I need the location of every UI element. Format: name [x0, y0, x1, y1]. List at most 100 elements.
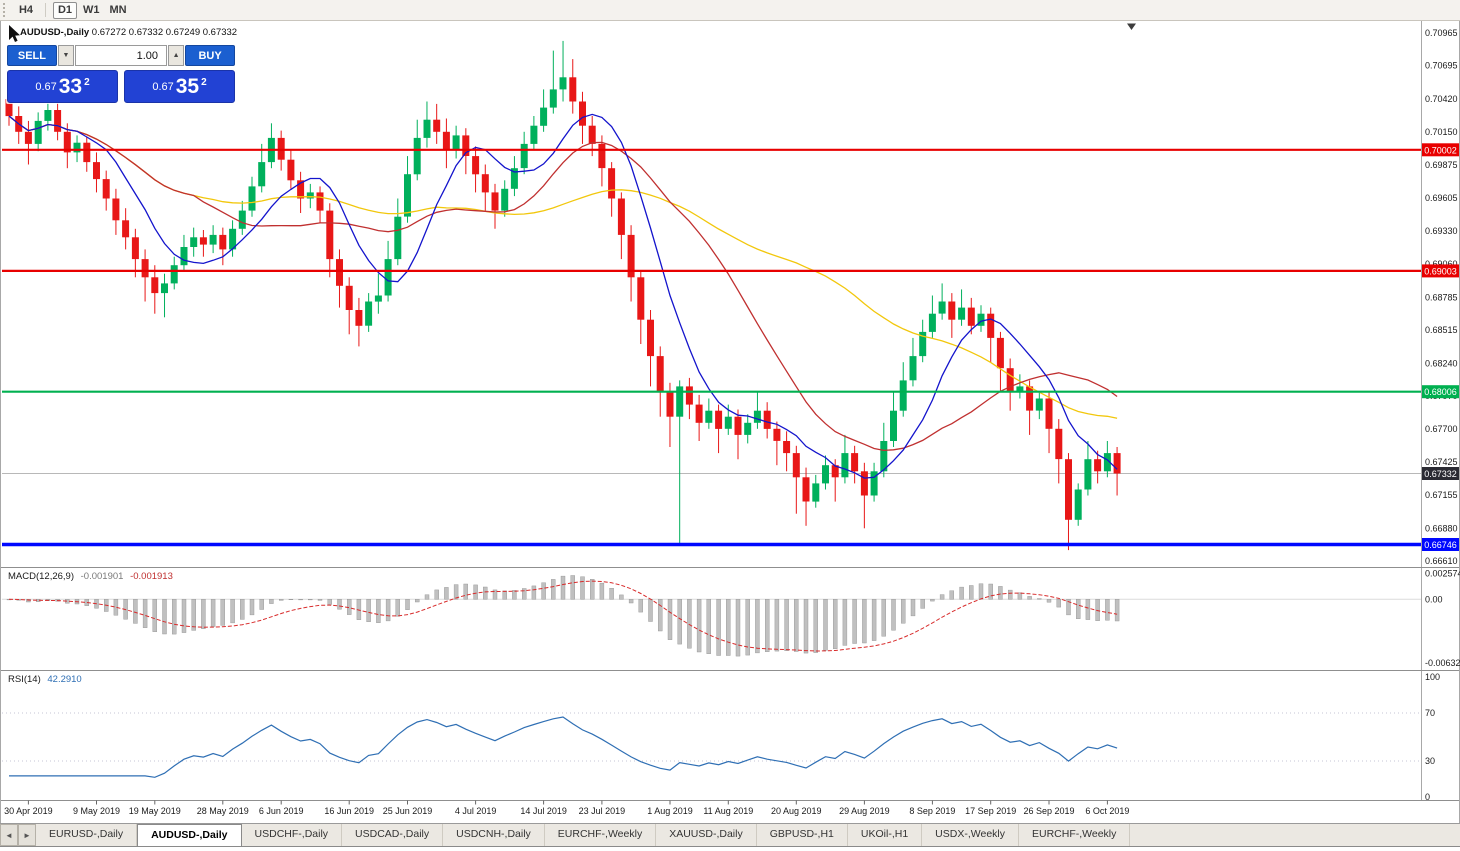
chart-symbol-label: AUDUSD-,Daily — [20, 27, 90, 38]
svg-text:100: 100 — [1425, 672, 1440, 682]
tab-audusd-daily[interactable]: AUDUSD-,Daily — [137, 824, 242, 846]
chart-ohlc-values: 0.67272 0.67332 0.67249 0.67332 — [91, 27, 238, 38]
ma-8-line — [8, 113, 1118, 479]
svg-text:0.70420: 0.70420 — [1425, 94, 1458, 104]
candles-layer — [5, 40, 1121, 551]
one-click-trading-panel: SELL ▼ ▲ BUY 0.67 33 2 0.67 35 2 — [6, 44, 236, 104]
tab-usdx-weekly[interactable]: USDX-,Weekly — [922, 824, 1019, 846]
toolbar-separator — [45, 3, 46, 17]
time-axis[interactable]: 30 Apr 2019 9 May 2019 19 May 2019 28 May 2… — [4, 800, 1129, 817]
toolbar: H4 D1 W1 MN — [0, 0, 1460, 21]
rsi-name: RSI(14) — [8, 674, 41, 685]
tabs-scroll-left-button[interactable]: ◄ — [0, 824, 18, 846]
tab-eurusd-daily[interactable]: EURUSD-,Daily — [36, 824, 138, 846]
buy-button[interactable]: BUY — [185, 45, 235, 66]
chart-tabs-bar: ◄ ► EURUSD-,Daily AUDUSD-,Daily USDCHF-,Da… — [0, 823, 1460, 846]
period-button-mn[interactable]: MN — [106, 2, 131, 19]
buy-price-big: 35 — [175, 75, 200, 98]
svg-text:0.69330: 0.69330 — [1425, 226, 1458, 236]
svg-text:0.70695: 0.70695 — [1425, 61, 1458, 71]
svg-text:0.66610: 0.66610 — [1425, 556, 1458, 566]
volume-increase-button[interactable]: ▲ — [168, 45, 185, 66]
svg-text:19 May 2019: 19 May 2019 — [129, 806, 181, 816]
volume-input[interactable] — [75, 45, 167, 66]
svg-text:0.67332: 0.67332 — [1424, 469, 1457, 479]
sell-button[interactable]: SELL — [7, 45, 57, 66]
svg-text:0.00: 0.00 — [1425, 594, 1443, 604]
svg-text:0.69060: 0.69060 — [1425, 259, 1458, 269]
svg-text:6 Oct 2019: 6 Oct 2019 — [1085, 806, 1129, 816]
svg-text:0.68006: 0.68006 — [1424, 387, 1457, 397]
svg-text:0.70150: 0.70150 — [1425, 127, 1458, 137]
price-badge-0.69003: 0.69003 — [1422, 264, 1459, 278]
rsi-panel: 100 70 30 0 — [2, 672, 1440, 802]
svg-text:17 Sep 2019: 17 Sep 2019 — [965, 806, 1016, 816]
buy-price-prefix: 0.67 — [152, 80, 174, 93]
period-button-d1[interactable]: D1 — [53, 1, 77, 19]
macd-panel: 0.002574 0.00 -0.006326 — [2, 568, 1460, 668]
sell-price-prefix: 0.67 — [35, 80, 57, 93]
macd-signal-line — [8, 580, 1118, 652]
ma-20-line — [8, 115, 1118, 452]
rsi-value: 42.2910 — [47, 674, 82, 685]
main-price-panel — [2, 40, 1421, 551]
period-toolbar: H4 D1 W1 MN — [14, 1, 131, 19]
price-badge-0.66746: 0.66746 — [1422, 538, 1459, 551]
svg-text:8 Sep 2019: 8 Sep 2019 — [909, 806, 955, 816]
volume-decrease-button[interactable]: ▼ — [57, 45, 74, 66]
svg-text:70: 70 — [1425, 708, 1435, 718]
period-button-h4[interactable]: H4 — [14, 2, 38, 19]
svg-text:0.67700: 0.67700 — [1425, 424, 1458, 434]
chart-shift-marker[interactable] — [1127, 23, 1136, 31]
svg-text:0.68240: 0.68240 — [1425, 358, 1458, 368]
price-badge-0.67332: 0.67332 — [1422, 467, 1459, 480]
svg-text:0.69605: 0.69605 — [1425, 193, 1458, 203]
tab-usdchf-daily[interactable]: USDCHF-,Daily — [242, 824, 343, 846]
svg-text:0.002574: 0.002574 — [1425, 568, 1460, 578]
svg-text:0.67425: 0.67425 — [1425, 457, 1458, 467]
sell-price-button[interactable]: 0.67 33 2 — [7, 70, 118, 103]
buy-price-button[interactable]: 0.67 35 2 — [124, 70, 235, 103]
price-badge-0.68006: 0.68006 — [1422, 385, 1459, 399]
tab-gbpusd-h1[interactable]: GBPUSD-,H1 — [757, 824, 848, 846]
svg-text:6 Jun 2019: 6 Jun 2019 — [259, 806, 304, 816]
svg-text:1 Aug 2019: 1 Aug 2019 — [647, 806, 693, 816]
svg-text:28 May 2019: 28 May 2019 — [197, 806, 249, 816]
toolbar-grip-icon — [3, 3, 9, 17]
svg-text:20 Aug 2019: 20 Aug 2019 — [771, 806, 822, 816]
chart-title: AUDUSD-,Daily 0.67272 0.67332 0.67249 0.… — [20, 27, 237, 38]
macd-value-main: -0.001901 — [80, 571, 124, 582]
sell-price-sup: 2 — [84, 77, 90, 88]
svg-text:0.69875: 0.69875 — [1425, 160, 1458, 170]
tab-eurchf-weekly[interactable]: EURCHF-,Weekly — [1019, 824, 1131, 846]
svg-text:0.68515: 0.68515 — [1425, 325, 1458, 335]
svg-text:23 Jul 2019: 23 Jul 2019 — [579, 806, 626, 816]
svg-text:-0.006326: -0.006326 — [1425, 658, 1460, 668]
svg-text:0.70002: 0.70002 — [1424, 145, 1457, 155]
macd-name: MACD(12,26,9) — [8, 571, 74, 582]
tab-eurchf-weekly[interactable]: EURCHF-,Weekly — [545, 824, 657, 846]
sell-price-big: 33 — [58, 75, 83, 98]
svg-text:16 Jun 2019: 16 Jun 2019 — [324, 806, 374, 816]
svg-text:4 Jul 2019: 4 Jul 2019 — [455, 806, 497, 816]
tab-ukoil-h1[interactable]: UKOil-,H1 — [848, 824, 923, 846]
svg-text:0.67155: 0.67155 — [1425, 490, 1458, 500]
mouse-cursor — [9, 25, 20, 42]
price-scale[interactable]: 0.70965 0.70695 0.70420 0.70150 0.69875 0.696… — [1422, 28, 1459, 566]
svg-text:14 Jul 2019: 14 Jul 2019 — [520, 806, 567, 816]
svg-text:0.69003: 0.69003 — [1424, 266, 1457, 276]
tabs-scroll-right-button[interactable]: ► — [18, 824, 36, 846]
tab-usdcnh-daily[interactable]: USDCNH-,Daily — [443, 824, 545, 846]
svg-text:0: 0 — [1425, 792, 1430, 802]
rsi-indicator-label: RSI(14) 42.2910 — [8, 674, 82, 685]
period-button-w1[interactable]: W1 — [79, 2, 104, 19]
macd-value-signal: -0.001913 — [130, 571, 173, 582]
tab-xauusd-daily[interactable]: XAUUSD-,Daily — [656, 824, 757, 846]
svg-text:30 Apr 2019: 30 Apr 2019 — [4, 806, 53, 816]
tab-usdcad-daily[interactable]: USDCAD-,Daily — [342, 824, 444, 846]
svg-text:0.68785: 0.68785 — [1425, 292, 1458, 302]
svg-text:9 May 2019: 9 May 2019 — [73, 806, 120, 816]
